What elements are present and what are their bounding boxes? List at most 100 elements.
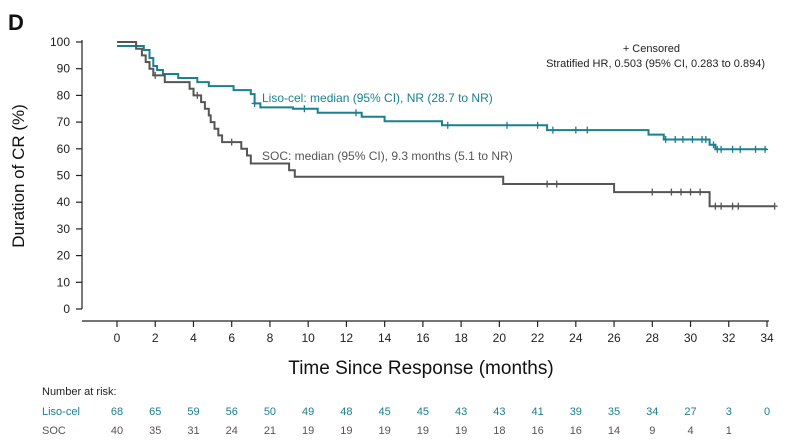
- risk-value: 43: [455, 406, 467, 418]
- soc-censor-mark: [712, 202, 719, 210]
- liso-cel-censor-mark: [251, 99, 258, 107]
- risk-value: 24: [226, 425, 238, 437]
- x-tick-label: 18: [454, 331, 468, 345]
- x-tick-label: 30: [684, 331, 698, 345]
- y-tick-label: 70: [57, 115, 71, 129]
- liso-cel-censor-mark: [572, 126, 579, 134]
- x-tick-label: 2: [152, 331, 159, 345]
- risk-row-soc-name: SOC: [42, 425, 66, 437]
- x-tick-label: 16: [416, 331, 430, 345]
- y-tick-label: 40: [57, 195, 71, 209]
- liso-cel-censor-mark: [729, 145, 736, 153]
- liso-cel-censor-mark: [737, 145, 744, 153]
- risk-value: 56: [226, 406, 238, 418]
- risk-value: 45: [379, 406, 391, 418]
- x-tick-label: 26: [607, 331, 621, 345]
- x-tick-label: 6: [228, 331, 235, 345]
- liso-cel-censor-mark: [352, 109, 359, 117]
- x-tick-label: 32: [722, 331, 736, 345]
- risk-value: 27: [684, 406, 696, 418]
- soc-censor-mark: [735, 202, 742, 210]
- x-tick-label: 12: [340, 331, 354, 345]
- x-tick-label: 8: [267, 331, 274, 345]
- risk-value: 43: [493, 406, 505, 418]
- risk-value: 35: [149, 425, 161, 437]
- risk-value: 3: [726, 406, 732, 418]
- risk-value: 48: [340, 406, 352, 418]
- x-tick-label: 34: [760, 331, 774, 345]
- x-tick-label: 10: [301, 331, 315, 345]
- risk-value: 59: [187, 406, 199, 418]
- risk-value: 39: [570, 406, 582, 418]
- risk-value: 65: [149, 406, 161, 418]
- hr-annotation: Stratified HR, 0.503 (95% CI, 0.283 to 0…: [546, 58, 765, 70]
- risk-value: 19: [417, 425, 429, 437]
- risk-value: 41: [531, 406, 543, 418]
- liso-cel-censor-mark: [702, 135, 709, 143]
- y-tick-label: 20: [57, 249, 71, 263]
- liso-cel-censor-mark: [504, 121, 510, 129]
- risk-value: 18: [493, 425, 505, 437]
- soc-censor-mark: [194, 91, 201, 99]
- soc-censor-mark: [697, 188, 704, 196]
- x-tick-label: 22: [531, 331, 545, 345]
- y-tick-label: 10: [57, 275, 71, 289]
- risk-value: 34: [646, 406, 658, 418]
- risk-value: 40: [111, 425, 123, 437]
- risk-value: 4: [687, 425, 693, 437]
- y-tick-label: 60: [57, 142, 71, 156]
- y-tick-label: 30: [57, 222, 71, 236]
- soc-censor-mark: [668, 188, 675, 196]
- risk-value: 21: [264, 425, 276, 437]
- x-tick-label: 14: [378, 331, 392, 345]
- risk-value: 31: [187, 425, 199, 437]
- risk-value: 19: [379, 425, 391, 437]
- x-tick-label: 28: [646, 331, 660, 345]
- risk-value: 68: [111, 406, 123, 418]
- risk-table-title: Number at risk:: [42, 386, 117, 398]
- x-tick-label: 0: [114, 331, 121, 345]
- y-tick-label: 80: [57, 88, 71, 102]
- risk-value: 19: [340, 425, 352, 437]
- y-tick-label: 90: [57, 62, 71, 76]
- x-tick-label: 4: [190, 331, 197, 345]
- liso-cel-censor-mark: [584, 126, 591, 134]
- soc-censor-mark: [152, 71, 159, 79]
- soc-censor-mark: [729, 202, 736, 210]
- soc-censor-mark: [649, 188, 656, 196]
- risk-value: 19: [302, 425, 314, 437]
- x-axis-label: Time Since Response (months): [288, 358, 553, 379]
- risk-row-liso-cel-name: Liso-cel: [42, 406, 80, 418]
- soc-censor-mark: [687, 188, 694, 196]
- liso-cel-censor-mark: [718, 145, 725, 153]
- liso-cel-censor-mark: [752, 145, 759, 153]
- risk-value: 14: [608, 425, 620, 437]
- soc-censor-mark: [677, 188, 684, 196]
- soc-censor-mark: [228, 138, 235, 146]
- soc-censor-mark: [718, 202, 725, 210]
- risk-value: 16: [531, 425, 543, 437]
- liso-cel-censor-mark: [679, 135, 686, 143]
- liso-cel-censor-mark: [444, 121, 451, 129]
- risk-value: 0: [764, 406, 770, 418]
- liso-cel-censor-mark: [672, 135, 679, 143]
- liso-cel-label: Liso-cel: median (95% CI), NR (28.7 to N…: [262, 91, 493, 105]
- x-tick-label: 24: [569, 331, 583, 345]
- y-tick-label: 50: [57, 169, 71, 183]
- soc-curve: [117, 41, 775, 208]
- liso-cel-censor-mark: [689, 135, 696, 143]
- censor-legend: + Censored: [623, 43, 680, 55]
- y-tick-label: 100: [50, 35, 70, 49]
- risk-value: 35: [608, 406, 620, 418]
- soc-censor-mark: [553, 180, 560, 188]
- risk-value: 9: [649, 425, 655, 437]
- liso-cel-censor-mark: [549, 126, 556, 134]
- risk-value: 49: [302, 406, 314, 418]
- risk-value: 19: [455, 425, 467, 437]
- liso-cel-censor-mark: [710, 141, 717, 149]
- x-tick-label: 20: [493, 331, 507, 345]
- soc-label: SOC: median (95% CI), 9.3 months (5.1 to…: [262, 149, 513, 163]
- y-tick-label: 0: [63, 302, 70, 316]
- liso-cel-censor-mark: [301, 105, 308, 113]
